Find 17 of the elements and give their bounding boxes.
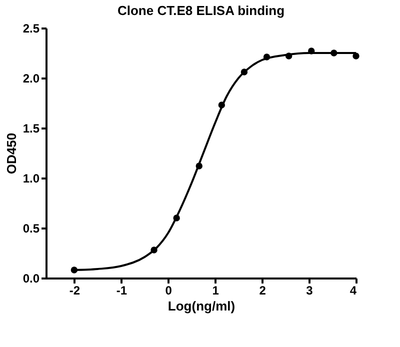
y-axis-title: OD450 [4, 132, 19, 174]
point [352, 52, 360, 60]
x-tick-label: -2 [69, 284, 80, 298]
chart-title: Clone CT.E8 ELISA binding [117, 3, 285, 18]
x-tick-label: 0 [165, 284, 172, 298]
x-tick-label: 1 [212, 284, 220, 298]
y-tick-label: 2.0 [22, 72, 40, 86]
x-tick-label: 4 [350, 284, 357, 298]
x-tick-label: 2 [259, 284, 266, 298]
y-tick-label: 2.5 [22, 22, 40, 36]
y-tick-label: 0.5 [22, 222, 40, 236]
y-tick-label: 0.0 [22, 272, 40, 286]
x-axis-title: Log(ng/ml) [168, 298, 236, 314]
y-tick-label: 1.0 [22, 172, 40, 186]
x-tick-label: 3 [306, 284, 314, 298]
x-tick-label: -1 [116, 284, 128, 298]
y-tick-label: 1.5 [22, 122, 40, 136]
